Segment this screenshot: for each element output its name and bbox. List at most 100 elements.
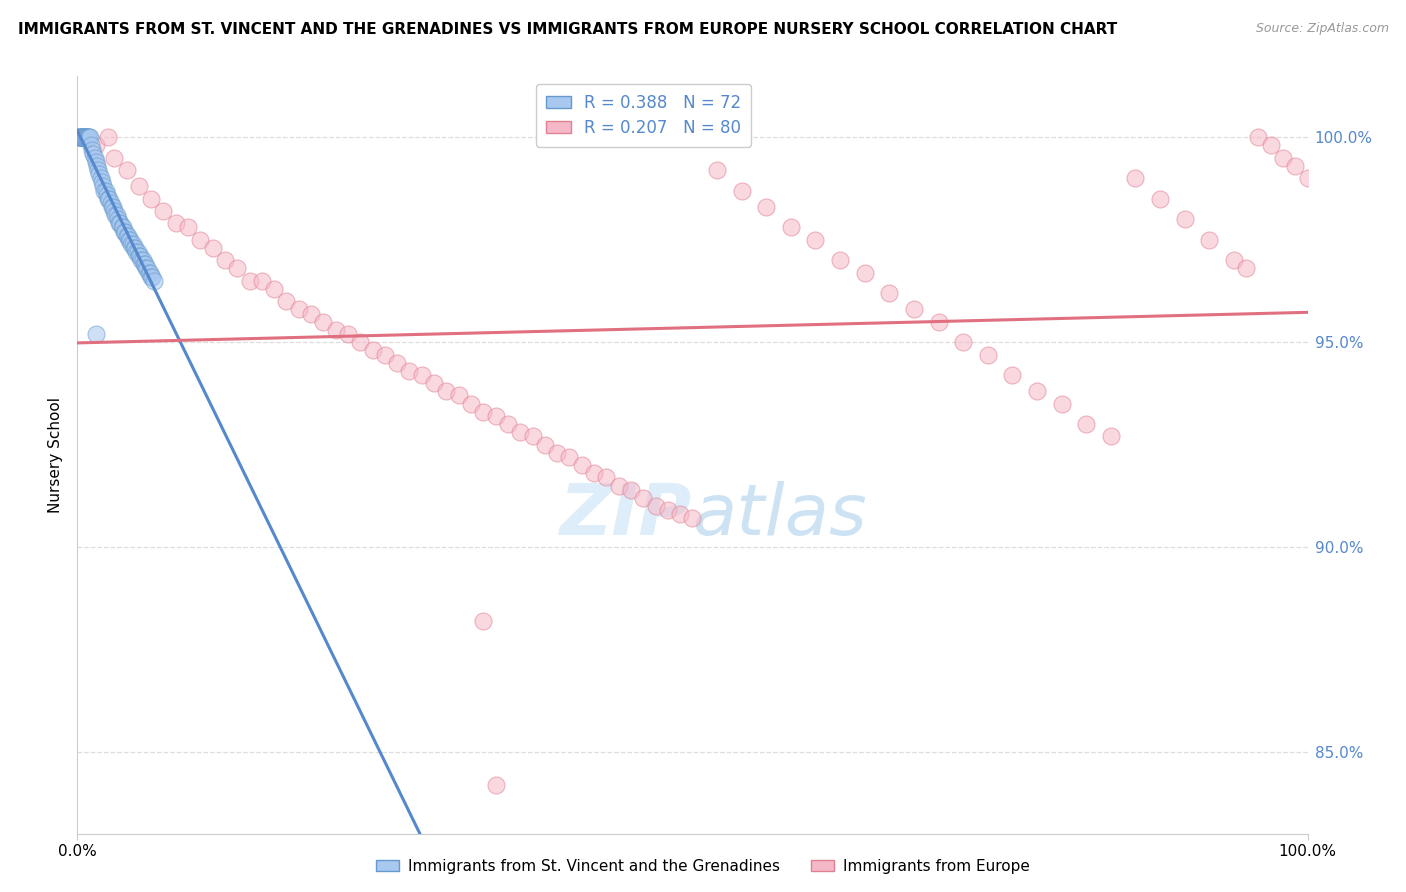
- Point: [1296, 171, 1319, 186]
- Point: [98, 192, 121, 206]
- Point: [111, 220, 134, 235]
- Point: [82, 143, 104, 157]
- Point: [361, 343, 384, 358]
- Point: [1026, 384, 1049, 399]
- Point: [89, 167, 111, 181]
- Text: atlas: atlas: [693, 481, 868, 550]
- Point: [460, 397, 482, 411]
- Point: [1125, 171, 1147, 186]
- Point: [77, 130, 100, 145]
- Point: [94, 184, 117, 198]
- Point: [755, 200, 778, 214]
- Y-axis label: Nursery School: Nursery School: [48, 397, 63, 513]
- Point: [96, 187, 118, 202]
- Point: [1099, 429, 1122, 443]
- Point: [1284, 159, 1306, 173]
- Point: [129, 253, 153, 268]
- Point: [165, 216, 187, 230]
- Point: [1001, 368, 1024, 382]
- Point: [121, 236, 143, 251]
- Point: [472, 614, 495, 628]
- Point: [374, 347, 396, 361]
- Point: [496, 417, 519, 432]
- Point: [952, 335, 974, 350]
- Point: [188, 233, 212, 247]
- Point: [73, 130, 96, 145]
- Point: [69, 130, 91, 145]
- Point: [101, 200, 124, 214]
- Point: [135, 261, 157, 276]
- Point: [177, 220, 200, 235]
- Point: [132, 257, 155, 271]
- Point: [558, 450, 581, 464]
- Point: [152, 204, 174, 219]
- Point: [239, 274, 262, 288]
- Point: [112, 225, 135, 239]
- Point: [93, 184, 115, 198]
- Point: [411, 368, 433, 382]
- Point: [398, 364, 420, 378]
- Point: [142, 274, 165, 288]
- Point: [70, 130, 93, 145]
- Point: [70, 130, 93, 145]
- Point: [731, 184, 754, 198]
- Point: [90, 171, 112, 186]
- Point: [77, 130, 100, 145]
- Point: [1272, 151, 1295, 165]
- Point: [312, 315, 335, 329]
- Point: [69, 130, 91, 145]
- Point: [120, 233, 142, 247]
- Point: [115, 163, 138, 178]
- Point: [1050, 397, 1073, 411]
- Point: [72, 130, 94, 145]
- Point: [124, 241, 146, 255]
- Point: [349, 335, 371, 350]
- Point: [250, 274, 273, 288]
- Point: [128, 249, 150, 263]
- Point: [1260, 138, 1282, 153]
- Point: [97, 192, 120, 206]
- Point: [657, 503, 679, 517]
- Point: [80, 138, 103, 153]
- Point: [977, 347, 1000, 361]
- Point: [337, 326, 360, 341]
- Point: [104, 208, 127, 222]
- Point: [76, 130, 98, 145]
- Point: [472, 405, 495, 419]
- Point: [620, 483, 643, 497]
- Point: [669, 508, 692, 522]
- Point: [1198, 233, 1220, 247]
- Point: [76, 130, 98, 145]
- Point: [226, 261, 249, 276]
- Point: [853, 266, 876, 280]
- Point: [288, 302, 311, 317]
- Point: [134, 257, 156, 271]
- Point: [110, 216, 132, 230]
- Point: [804, 233, 827, 247]
- Point: [595, 470, 617, 484]
- Point: [485, 409, 508, 423]
- Point: [485, 778, 508, 792]
- Point: [76, 130, 98, 145]
- Point: [118, 233, 141, 247]
- Point: [82, 146, 104, 161]
- Point: [75, 130, 97, 145]
- Point: [131, 253, 153, 268]
- Text: Source: ZipAtlas.com: Source: ZipAtlas.com: [1256, 22, 1389, 36]
- Point: [79, 130, 101, 145]
- Point: [299, 306, 322, 320]
- Point: [72, 130, 94, 145]
- Legend: R = 0.388   N = 72, R = 0.207   N = 80: R = 0.388 N = 72, R = 0.207 N = 80: [536, 84, 751, 147]
- Point: [276, 294, 298, 309]
- Point: [138, 266, 160, 280]
- Legend: Immigrants from St. Vincent and the Grenadines, Immigrants from Europe: Immigrants from St. Vincent and the Gren…: [370, 853, 1036, 880]
- Point: [263, 282, 285, 296]
- Point: [1076, 417, 1098, 432]
- Point: [67, 130, 90, 145]
- Point: [1149, 192, 1171, 206]
- Point: [125, 245, 148, 260]
- Point: [97, 130, 120, 145]
- Point: [141, 192, 163, 206]
- Point: [706, 163, 728, 178]
- Point: [90, 175, 114, 189]
